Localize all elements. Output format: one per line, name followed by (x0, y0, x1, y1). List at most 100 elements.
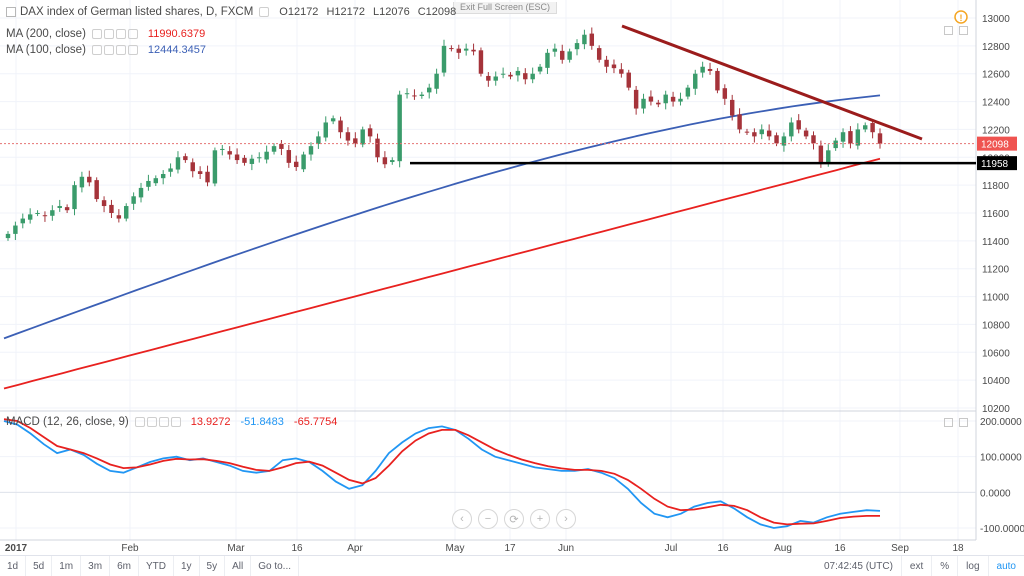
ma100-legend[interactable]: MA (100, close) 12444.3457 (6, 42, 206, 58)
close-icon[interactable] (115, 45, 126, 55)
candle-body (94, 180, 99, 200)
timeframe-all[interactable]: All (225, 555, 252, 576)
reset-icon[interactable]: ⟳ (504, 509, 524, 529)
ma100-label[interactable]: MA (100, close) (6, 44, 86, 56)
macd-legend[interactable]: MACD (12, 26, close, 9) 13.9272 -51.8483… (6, 414, 337, 430)
macd-pane-controls[interactable] (944, 418, 968, 427)
candle-body (79, 176, 85, 188)
more-icon[interactable] (127, 29, 138, 39)
ma200-label[interactable]: MA (200, close) (6, 28, 86, 40)
candle-body (596, 48, 602, 60)
price-axis[interactable]: 1300012800126001240012200120001180011600… (982, 14, 1010, 415)
timeframe-3m[interactable]: 3m (81, 555, 111, 576)
percent-toggle[interactable]: % (931, 556, 957, 576)
candle-body (124, 206, 129, 219)
candle-body (463, 48, 469, 51)
timeframe-5d[interactable]: 5d (26, 555, 53, 576)
time-tick-label: Sep (891, 543, 909, 554)
ma100-controls[interactable] (91, 45, 138, 55)
candle-body (752, 132, 757, 137)
maximize-icon[interactable] (944, 26, 953, 35)
ext-toggle[interactable]: ext (900, 556, 931, 576)
candle-body (271, 146, 277, 152)
timeframe-6m[interactable]: 6m (110, 555, 139, 576)
utc-clock[interactable]: 07:42:45 (UTC) (824, 561, 893, 572)
candle-body (419, 94, 425, 96)
candle-body (301, 154, 306, 170)
settings-icon[interactable] (103, 45, 114, 55)
timeframe-1d[interactable]: 1d (0, 555, 27, 576)
eye-icon[interactable] (134, 417, 145, 427)
close-icon[interactable] (158, 417, 169, 427)
price-tick-label: 10400 (982, 376, 1010, 387)
candle-body (744, 131, 750, 133)
price-tick-label: 12800 (982, 42, 1010, 53)
zoom-in-icon[interactable]: + (530, 509, 550, 529)
candle-body (567, 51, 572, 60)
main-legend[interactable]: DAX index of German listed shares, D, FX… (6, 4, 456, 20)
symbol-title[interactable]: DAX index of German listed shares, D, FX… (20, 6, 254, 18)
time-axis[interactable]: 2017 Feb Mar 16 Apr May 17 Jun Jul 16 Aug 16 Sep 18 (5, 543, 964, 554)
candle-body (619, 69, 624, 74)
timeframe-1y[interactable]: 1y (174, 555, 200, 576)
candle-body (766, 130, 772, 137)
chart-canvas[interactable]: 1300012800126001240012200120001180011600… (0, 0, 1024, 555)
candle-body (434, 73, 439, 89)
time-tick-label: Aug (774, 543, 792, 554)
macd-label[interactable]: MACD (12, 26, close, 9) (6, 416, 129, 428)
candle-body (486, 75, 491, 81)
candle-body (412, 95, 417, 97)
minimize-icon[interactable] (959, 418, 968, 427)
close-icon[interactable] (115, 29, 126, 39)
eye-icon[interactable] (91, 45, 102, 55)
collapse-legend-icon[interactable] (6, 7, 16, 17)
last-price-label: 12098 (981, 140, 1009, 151)
candle-body (685, 87, 691, 97)
timeframe-1m[interactable]: 1m (52, 555, 82, 576)
candle-body (146, 180, 151, 187)
time-tick-label: Jun (558, 543, 574, 554)
maximize-icon[interactable] (944, 418, 953, 427)
scroll-left-icon[interactable]: ‹ (452, 509, 472, 529)
log-toggle[interactable]: log (957, 556, 987, 576)
settings-icon[interactable] (146, 417, 157, 427)
chart-navigation[interactable]: ‹ − ⟳ + › (452, 509, 576, 529)
ma200-legend[interactable]: MA (200, close) 11990.6379 (6, 26, 205, 42)
goto-date-button[interactable]: Go to... (251, 555, 300, 576)
more-icon[interactable] (170, 417, 181, 427)
candle-body (293, 161, 299, 168)
scroll-right-icon[interactable]: › (556, 509, 576, 529)
macd-pane (0, 418, 976, 529)
exit-fullscreen-tip[interactable]: Exit Full Screen (ESC) (453, 2, 558, 14)
candle-body (64, 207, 70, 211)
main-pane-controls[interactable] (944, 26, 968, 35)
time-tick-label: 16 (291, 543, 303, 554)
zoom-out-icon[interactable]: − (478, 509, 498, 529)
macd-hist-value: 13.9272 (190, 416, 231, 428)
macd-tick-label: 200.0000 (980, 417, 1022, 428)
candle-body (826, 150, 831, 163)
eye-icon[interactable] (91, 29, 102, 39)
timeframe-ytd[interactable]: YTD (139, 555, 174, 576)
legend-controls[interactable] (259, 7, 270, 17)
candle-body (220, 148, 225, 150)
macd-axis[interactable]: 200.0000 100.0000 0.0000 -100.0000 (980, 417, 1024, 535)
candle-body (175, 157, 181, 170)
candle-body (197, 171, 203, 174)
macd-controls[interactable] (134, 417, 181, 427)
price-tick-label: 10200 (982, 404, 1010, 415)
candle-body (50, 210, 55, 216)
more-icon[interactable] (127, 45, 138, 55)
drawings[interactable] (0, 24, 976, 165)
settings-icon[interactable] (103, 29, 114, 39)
auto-toggle[interactable]: auto (987, 556, 1024, 576)
candle-body (574, 43, 580, 50)
minimize-icon[interactable] (959, 26, 968, 35)
timeframe-5y[interactable]: 5y (200, 555, 226, 576)
settings-icon[interactable] (259, 7, 270, 17)
candle-body (626, 72, 631, 88)
ma200-controls[interactable] (91, 29, 138, 39)
candle-body (27, 214, 33, 220)
candle-body (360, 129, 365, 145)
